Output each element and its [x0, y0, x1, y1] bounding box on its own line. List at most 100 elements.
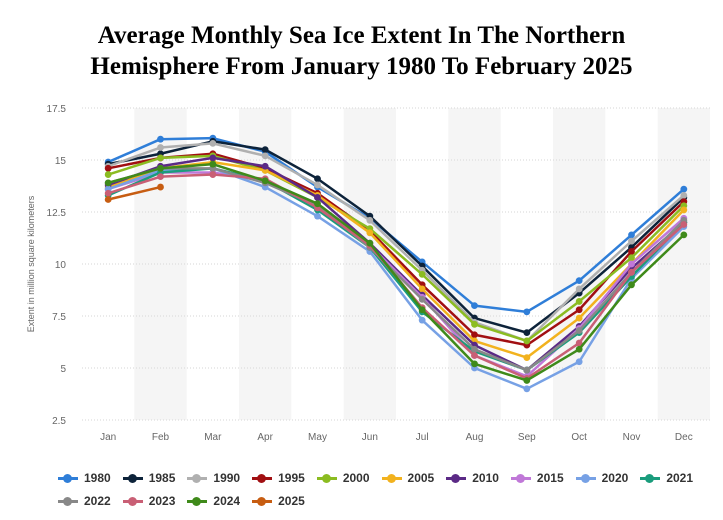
legend-swatch-icon [640, 474, 661, 483]
legend-item-1995[interactable]: 1995 [252, 470, 305, 486]
data-point-2000-aug [471, 320, 478, 328]
data-point-2023-feb [157, 173, 164, 181]
legend-swatch-icon [58, 497, 78, 506]
data-point-1980-feb [157, 135, 164, 143]
data-point-1980-nov [628, 231, 635, 239]
data-point-2024-feb [157, 164, 164, 172]
series-line-2022 [107, 167, 685, 372]
legend-swatch-icon [187, 474, 208, 483]
legend-swatch-icon [187, 497, 208, 506]
data-point-2024-sep [523, 377, 531, 384]
data-point-2000-feb [157, 154, 164, 162]
legend-swatch-icon [122, 497, 143, 506]
legend-label: 2022 [84, 494, 111, 508]
legend-item-2020[interactable]: 2020 [575, 470, 628, 486]
data-point-2024-jul [418, 306, 426, 314]
legend-swatch-icon [446, 474, 467, 483]
data-point-2000-oct [575, 298, 583, 305]
data-point-2023-aug [471, 352, 478, 359]
legend-item-2005[interactable]: 2005 [381, 470, 434, 486]
y-tick-label: 15 [55, 156, 67, 167]
data-point-2005-dec [680, 206, 688, 214]
data-point-1990-nov [628, 237, 635, 245]
data-point-2010-may [314, 194, 321, 201]
legend-item-1980[interactable]: 1980 [58, 470, 111, 486]
series-line-2024 [107, 162, 685, 382]
series-line-2025 [107, 185, 161, 201]
series-line-1995 [107, 152, 685, 347]
data-point-2024-may [314, 200, 321, 208]
legend-item-2023[interactable]: 2023 [122, 493, 176, 509]
data-point-1990-mar [209, 139, 217, 147]
legend-item-2024[interactable]: 2024 [187, 493, 240, 509]
data-point-2024-jun [366, 239, 374, 247]
y-tick-label: 17.5 [47, 104, 67, 115]
data-point-2024-nov [628, 281, 635, 289]
data-point-2023-nov [628, 268, 635, 276]
data-point-1980-sep [523, 308, 531, 316]
legend-label: 1985 [148, 471, 176, 485]
data-point-2010-mar [209, 154, 217, 162]
x-tick-label-jan: Jan [100, 432, 116, 443]
data-point-2024-oct [575, 345, 583, 353]
data-point-1980-oct [575, 277, 583, 285]
series-line-2005 [107, 160, 685, 359]
x-tick-label-aug: Aug [466, 432, 484, 443]
x-tick-label-dec: Dec [675, 432, 693, 443]
legend-swatch-icon [252, 474, 273, 483]
legend-label: 2025 [278, 494, 305, 508]
legend-item-2000[interactable]: 2000 [316, 470, 370, 486]
legend-item-2025[interactable]: 2025 [252, 493, 305, 509]
data-point-2023-jan [104, 189, 112, 197]
legend-swatch-icon [575, 474, 596, 483]
legend-swatch-icon [58, 474, 78, 483]
legend-swatch-icon [122, 474, 143, 483]
legend-item-1985[interactable]: 1985 [122, 470, 176, 486]
data-point-2000-jul [418, 271, 426, 278]
x-tick-label-apr: Apr [257, 432, 273, 443]
legend-item-2022[interactable]: 2022 [58, 493, 111, 509]
data-point-1990-oct [575, 285, 583, 293]
legend-swatch-icon [252, 497, 273, 506]
legend-label: 2010 [472, 471, 499, 485]
x-tick-label-may: May [308, 432, 327, 443]
data-point-2020-oct [575, 358, 583, 366]
x-tick-label-jun: Jun [362, 432, 378, 443]
series-line-2015 [107, 171, 685, 378]
series-line-1990 [107, 142, 685, 343]
data-point-2000-jan [104, 171, 112, 178]
y-axis-title: Extent in million square kilometers [26, 195, 36, 332]
x-tick-label-jul: Jul [416, 432, 429, 443]
data-point-2005-oct [575, 314, 583, 322]
legend-item-1990[interactable]: 1990 [187, 470, 240, 486]
y-tick-label: 5 [60, 364, 66, 375]
data-point-2005-sep [523, 354, 531, 361]
data-point-1995-aug [471, 331, 478, 339]
legend-swatch-icon [316, 474, 337, 483]
data-point-2024-apr [261, 177, 269, 185]
x-tick-label-feb: Feb [152, 432, 170, 443]
data-point-1980-dec [680, 185, 688, 193]
data-point-2022-aug [471, 345, 478, 353]
chart-title: Average Monthly Sea Ice Extent In The No… [0, 20, 723, 82]
data-point-1980-aug [471, 302, 478, 309]
legend-item-2015[interactable]: 2015 [510, 470, 564, 486]
data-point-1990-jun [366, 216, 374, 224]
x-tick-label-oct: Oct [571, 432, 587, 443]
legend-label: 2000 [342, 471, 370, 485]
data-point-2023-dec [680, 221, 688, 228]
chart-title-line-1: Average Monthly Sea Ice Extent In The No… [97, 22, 626, 49]
data-point-1985-sep [523, 329, 531, 337]
y-tick-label: 2.5 [52, 416, 66, 427]
data-point-1995-oct [575, 306, 583, 314]
legend-item-2010[interactable]: 2010 [446, 470, 499, 486]
data-point-2020-jul [418, 316, 426, 324]
data-point-2022-sep [523, 366, 531, 374]
data-point-2022-oct [575, 327, 583, 334]
x-tick-label-mar: Mar [204, 432, 222, 443]
x-tick-label-nov: Nov [623, 432, 641, 443]
data-point-2023-mar [209, 171, 217, 178]
legend-item-2021[interactable]: 2021 [640, 470, 693, 486]
legend-label: 2023 [148, 494, 176, 508]
